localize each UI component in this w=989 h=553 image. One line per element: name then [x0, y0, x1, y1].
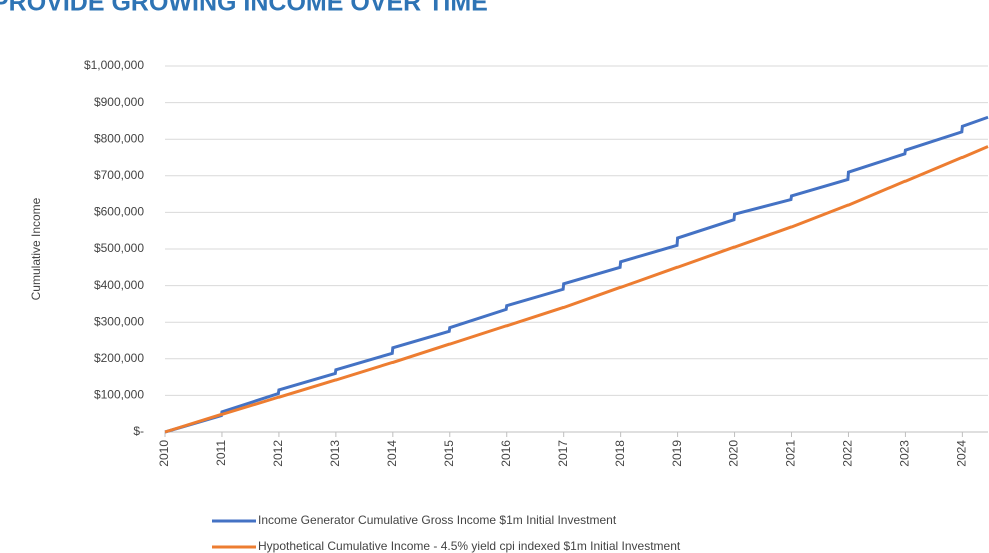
- x-tick-label: 2024: [955, 440, 969, 467]
- x-tick-label: 2010: [157, 440, 171, 467]
- x-tick-label: 2018: [613, 440, 627, 467]
- y-axis-label: Cumulative Income: [29, 197, 43, 300]
- x-tick-label: 2020: [727, 440, 741, 467]
- y-tick-label: $200,000: [94, 351, 144, 365]
- y-tick-label: $700,000: [94, 168, 144, 182]
- legend-label: Income Generator Cumulative Gross Income…: [258, 513, 617, 527]
- series-line: [164, 145, 989, 434]
- y-tick-label: $500,000: [94, 241, 144, 255]
- x-tick-label: 2021: [784, 440, 798, 467]
- x-tick-label: 2017: [556, 440, 570, 467]
- series-line: [164, 115, 989, 434]
- x-tick-label: 2014: [385, 440, 399, 467]
- y-tick-label: $600,000: [94, 205, 144, 219]
- x-tick-label: 2015: [442, 440, 456, 467]
- y-tick-label: $100,000: [94, 388, 144, 402]
- y-tick-label: $400,000: [94, 278, 144, 292]
- y-tick-label: $900,000: [94, 95, 144, 109]
- x-tick-label: 2016: [499, 440, 513, 467]
- y-tick-label: $800,000: [94, 131, 144, 145]
- x-tick-label: 2022: [841, 440, 855, 467]
- x-tick-label: 2023: [898, 440, 912, 467]
- y-tick-label: $300,000: [94, 314, 144, 328]
- chart-title: PROVIDE GROWING INCOME OVER TIME: [0, 0, 488, 17]
- x-tick-label: 2019: [670, 440, 684, 467]
- y-tick-label: $1,000,000: [84, 58, 144, 72]
- y-tick-label: $-: [133, 424, 144, 438]
- x-tick-label: 2011: [214, 440, 228, 466]
- x-tick-label: 2012: [271, 440, 285, 467]
- legend-label: Hypothetical Cumulative Income - 4.5% yi…: [258, 539, 681, 553]
- x-tick-label: 2013: [328, 440, 342, 467]
